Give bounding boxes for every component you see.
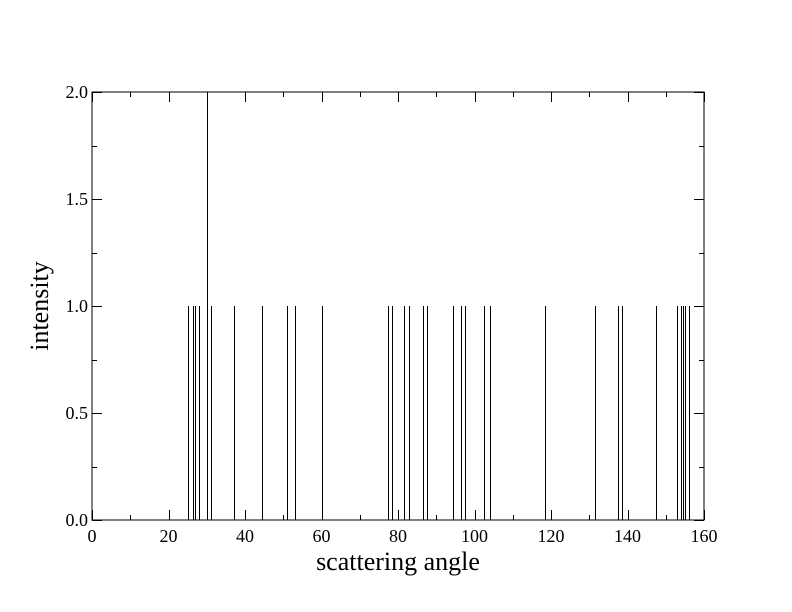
y-tick-label: 2.0: [66, 82, 89, 102]
x-tick-label: 160: [691, 526, 718, 546]
x-tick-label: 100: [461, 526, 488, 546]
x-axis-label: scattering angle: [316, 547, 480, 576]
x-axis-ticks: 0 20 40 60 80 100 120 140 160: [88, 92, 718, 546]
plot-frame: [91, 91, 705, 521]
x-tick-label: 80: [389, 526, 407, 546]
y-axis-label: intensity: [25, 261, 54, 351]
y-tick-label: 0.0: [66, 510, 89, 530]
x-tick-label: 120: [538, 526, 565, 546]
y-axis-ticks: 0.0 0.5 1.0 1.5 2.0: [66, 82, 704, 530]
x-tick-label: 0: [88, 526, 97, 546]
bars-group: [188, 92, 690, 520]
y-tick-label: 1.0: [66, 296, 89, 316]
x-tick-label: 20: [160, 526, 178, 546]
x-tick-label: 140: [614, 526, 641, 546]
x-tick-label: 60: [313, 526, 331, 546]
y-tick-label: 0.5: [66, 403, 89, 423]
y-tick-label: 1.5: [66, 189, 89, 209]
x-tick-label: 40: [236, 526, 254, 546]
